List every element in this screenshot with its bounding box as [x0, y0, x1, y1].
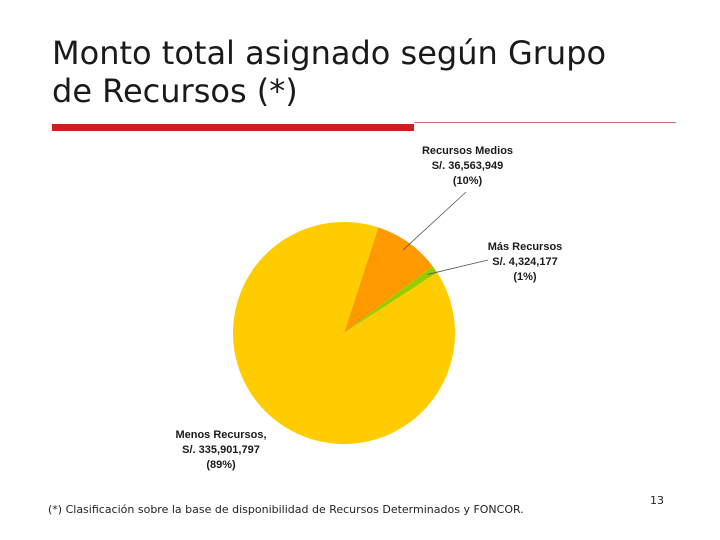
callout-menos-recursos-percent: (89%) [206, 459, 236, 471]
callout-recursos-medios-value: S/. 36,563,949 [431, 160, 504, 172]
callout-recursos-medios-percent: (10%) [452, 175, 483, 187]
title-underline-thin [414, 122, 676, 123]
callout-menos-recursos-value: S/. 335,901,797 [182, 444, 260, 456]
callout-mas-recursos-name: Más Recursos [487, 241, 563, 253]
pie-slice-recursos-medios [344, 227, 433, 333]
footnote: (*) Clasificación sobre la base de dispo… [48, 503, 524, 516]
callout-recursos-medios: Recursos Medios S/. 36,563,949 (10%) [400, 144, 535, 189]
pie-slice-menos-recursos [232, 221, 455, 444]
slide-title: Monto total asignado según Grupo de Recu… [52, 34, 607, 110]
pie-slice-más-recursos [344, 266, 438, 333]
title-underline-accent [52, 124, 414, 131]
page-number: 13 [650, 494, 664, 507]
callout-menos-recursos-name: Menos Recursos, [175, 429, 267, 441]
callout-menos-recursos: Menos Recursos, S/. 335,901,797 (89%) [160, 428, 282, 473]
callout-recursos-medios-name: Recursos Medios [421, 145, 514, 157]
leader-line-mas-recursos [427, 259, 489, 275]
leader-line-recursos-medios [402, 191, 467, 251]
callout-mas-recursos: Más Recursos S/. 4,324,177 (1%) [470, 240, 580, 285]
callout-mas-recursos-percent: (1%) [513, 271, 537, 283]
callout-mas-recursos-value: S/. 4,324,177 [492, 256, 558, 268]
